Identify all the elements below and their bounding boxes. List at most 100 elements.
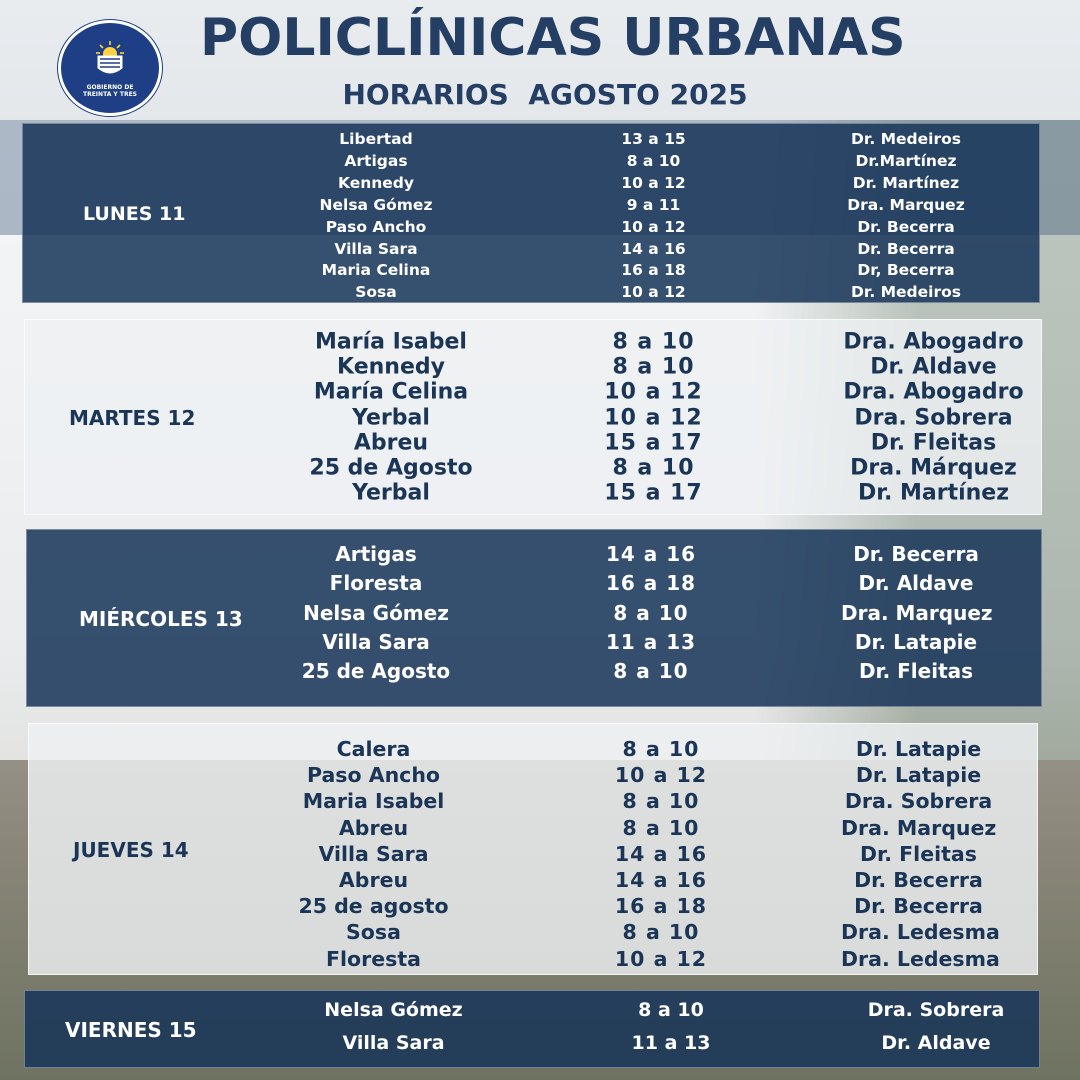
doctor-name: Dra. Abogadro [843, 329, 1024, 355]
clinic-name: Nelsa Gómez [303, 600, 449, 625]
doctor-name: Dr. Becerra [853, 542, 979, 566]
doctor-name: Dr. Aldave [881, 1032, 991, 1054]
day-label: MIÉRCOLES 13 [79, 607, 243, 631]
clinic-hours: 14 a 16 [621, 239, 686, 258]
doctor-name: Dr. Becerra [857, 217, 955, 236]
doctor-name: Dr. Medeiros [851, 283, 961, 302]
clinic-hours: 8 a 10 [613, 659, 689, 684]
clinic-hours: 8 a 10 [622, 737, 700, 761]
doctor-name: Dra. Sobrera [867, 999, 1005, 1021]
clinic-hours: 10 a 12 [621, 283, 686, 302]
clinic-hours: 14 a 16 [614, 841, 708, 866]
doctor-name: Dr. Becerra [857, 239, 955, 258]
clinic-name: Libertad [339, 130, 413, 148]
clinic-hours: 15 a 17 [604, 430, 703, 456]
clinic-hours: 10 a 12 [604, 405, 703, 431]
clinic-name: Maria Isabel [302, 789, 445, 814]
clinic-hours: 10 a 12 [604, 379, 703, 405]
clinic-name: Nelsa Gómez [324, 999, 463, 1021]
clinic-hours: 8 a 10 [612, 329, 695, 355]
doctor-name: Dr. Fleitas [860, 841, 977, 866]
clinic-hours: 10 a 12 [614, 763, 708, 788]
clinic-name: Kennedy [337, 354, 445, 380]
clinic-hours: 10 a 12 [621, 217, 686, 236]
page-subtitle: HORARIOS AGOSTO 2025 [342, 78, 748, 111]
doctor-name: Dra. Ledesma [841, 920, 1000, 945]
clinic-name: María Isabel [315, 329, 467, 355]
doctor-name: Dr, Becerra [857, 261, 955, 280]
clinic-name: Maria Celina [321, 261, 431, 280]
day-label: LUNES 11 [83, 203, 186, 225]
clinic-name: María Celina [313, 379, 469, 405]
day-block: MARTES 12 María Isabel 8 a 10 Dra. Abogadro… [24, 319, 1042, 515]
doctor-name: Dra. Marquez [841, 815, 997, 840]
day-label: VIERNES 15 [65, 1018, 197, 1042]
clinic-name: Paso Ancho [306, 763, 441, 788]
clinic-name: Yerbal [352, 405, 430, 431]
clinic-name: Abreu [338, 868, 409, 892]
clinic-name: Abreu [338, 815, 409, 840]
day-block: VIERNES 15 Nelsa Gómez 8 a 10 Dra. Sobrera V… [24, 990, 1040, 1068]
clinic-hours: 8 a 10 [622, 920, 700, 945]
clinic-name: 25 de Agosto [309, 455, 473, 481]
day-label: MARTES 12 [69, 406, 196, 430]
clinic-name: Floresta [329, 571, 423, 596]
clinic-name: Floresta [326, 946, 421, 971]
doctor-name: Dra. Ledesma [841, 946, 1000, 971]
doctor-name: Dr.Martínez [855, 151, 957, 170]
doctor-name: Dr. Fleitas [870, 430, 997, 456]
doctor-name: Dra. Sobrera [854, 405, 1013, 431]
clinic-hours: 8 a 10 [626, 151, 681, 170]
clinic-hours: 16 a 18 [621, 261, 686, 280]
doctor-name: Dr. Fleitas [858, 659, 974, 684]
clinic-name: Villa Sara [334, 239, 418, 258]
clinic-hours: 8 a 10 [622, 789, 700, 814]
clinic-name: Sosa [346, 920, 401, 945]
doctor-name: Dra. Marquez [847, 195, 965, 214]
doctor-name: Dr. Latapie [854, 629, 978, 654]
doctor-name: Dr. Martínez [857, 480, 1010, 506]
government-logo: GOBIERNO DE TREINTA Y TRES [58, 20, 162, 116]
sun-shield-icon [96, 41, 124, 74]
doctor-name: Dr. Becerra [854, 868, 983, 892]
clinic-hours: 8 a 10 [612, 455, 695, 481]
page-title: POLICLÍNICAS URBANAS [200, 8, 906, 68]
doctor-name: Dr. Aldave [870, 354, 997, 380]
clinic-hours: 15 a 17 [604, 480, 703, 506]
clinic-hours: 8 a 10 [612, 354, 695, 380]
clinic-hours: 11 a 13 [605, 629, 697, 654]
clinic-hours: 10 a 12 [614, 946, 708, 971]
clinic-name: Sosa [355, 283, 397, 302]
clinic-hours: 13 a 15 [621, 130, 686, 148]
clinic-name: Villa Sara [322, 629, 430, 654]
doctor-name: Dra. Márquez [850, 455, 1017, 481]
clinic-name: Artigas [335, 542, 417, 566]
clinic-name: Villa Sara [318, 841, 429, 866]
doctor-name: Dr. Latapie [855, 763, 982, 788]
clinic-hours: 14 a 16 [605, 542, 697, 566]
clinic-name: Yerbal [352, 480, 430, 506]
day-block: LUNES 11 Libertad 13 a 15 Dr. Medeiros Artig… [22, 123, 1040, 303]
clinic-name: Villa Sara [342, 1032, 445, 1054]
logo-caption: GOBIERNO DE TREINTA Y TRES [83, 84, 137, 98]
clinic-hours: 11 a 13 [631, 1032, 711, 1054]
clinic-name: Calera [336, 737, 411, 761]
doctor-name: Dr. Martínez [852, 173, 960, 192]
doctor-name: Dra. Abogadro [843, 379, 1024, 405]
clinic-name: Nelsa Gómez [319, 195, 433, 214]
clinic-name: Abreu [353, 430, 429, 456]
day-label: JUEVES 14 [73, 838, 189, 862]
clinic-name: 25 de Agosto [301, 659, 451, 684]
day-block: MIÉRCOLES 13 Artigas 14 a 16 Dr. Becerra Flo… [26, 529, 1042, 707]
clinic-hours: 10 a 12 [621, 173, 686, 192]
clinic-name: 25 de agosto [298, 894, 449, 919]
doctor-name: Dra. Sobrera [844, 789, 993, 814]
clinic-hours: 8 a 10 [622, 815, 700, 840]
clinic-hours: 8 a 10 [638, 999, 704, 1021]
clinic-name: Kennedy [337, 173, 415, 192]
clinic-hours: 16 a 18 [605, 571, 697, 596]
doctor-name: Dr. Medeiros [851, 130, 961, 148]
clinic-hours: 9 a 11 [626, 195, 681, 214]
clinic-hours: 16 a 18 [614, 894, 708, 919]
clinic-hours: 8 a 10 [613, 600, 689, 625]
